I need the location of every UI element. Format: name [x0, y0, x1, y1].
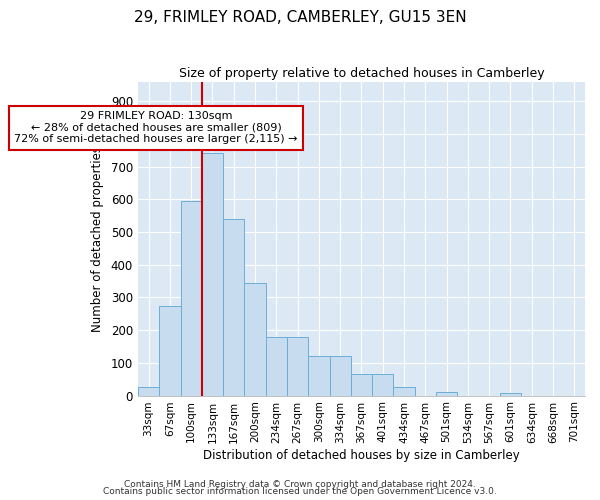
- X-axis label: Distribution of detached houses by size in Camberley: Distribution of detached houses by size …: [203, 450, 520, 462]
- Bar: [287, 338, 308, 396]
- Bar: [159, 306, 181, 396]
- Bar: [436, 392, 457, 396]
- Bar: [223, 219, 244, 396]
- Bar: [372, 374, 394, 396]
- Bar: [138, 386, 159, 396]
- Bar: [329, 356, 351, 396]
- Text: 29 FRIMLEY ROAD: 130sqm
← 28% of detached houses are smaller (809)
72% of semi-d: 29 FRIMLEY ROAD: 130sqm ← 28% of detache…: [14, 111, 298, 144]
- Bar: [202, 153, 223, 396]
- Bar: [351, 374, 372, 396]
- Y-axis label: Number of detached properties: Number of detached properties: [91, 146, 104, 332]
- Bar: [181, 201, 202, 396]
- Bar: [500, 393, 521, 396]
- Bar: [394, 388, 415, 396]
- Bar: [244, 284, 266, 396]
- Text: 29, FRIMLEY ROAD, CAMBERLEY, GU15 3EN: 29, FRIMLEY ROAD, CAMBERLEY, GU15 3EN: [134, 10, 466, 25]
- Bar: [308, 356, 329, 396]
- Title: Size of property relative to detached houses in Camberley: Size of property relative to detached ho…: [179, 68, 544, 80]
- Bar: [266, 338, 287, 396]
- Text: Contains public sector information licensed under the Open Government Licence v3: Contains public sector information licen…: [103, 487, 497, 496]
- Text: Contains HM Land Registry data © Crown copyright and database right 2024.: Contains HM Land Registry data © Crown c…: [124, 480, 476, 489]
